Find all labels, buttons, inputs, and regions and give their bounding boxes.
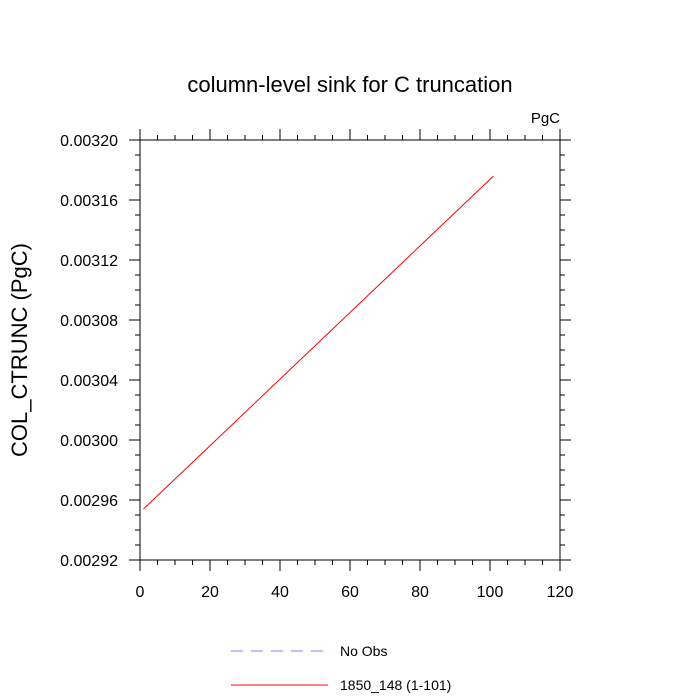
- y-tick-label: 0.00316: [60, 193, 118, 210]
- y-tick-label: 0.00296: [60, 493, 118, 510]
- legend: No Obs 1850_148 (1-101): [231, 643, 451, 693]
- y-tick-label: 0.00300: [60, 433, 118, 450]
- x-tick-label: 20: [201, 584, 219, 601]
- series-lines: [143, 175, 494, 510]
- y-tick-label: 0.00320: [60, 133, 118, 150]
- x-tick-label: 40: [271, 584, 289, 601]
- y-axis-label: COL_CTRUNC (PgC): [7, 243, 32, 457]
- x-tick-label: 120: [547, 584, 574, 601]
- units-label: PgC: [531, 110, 560, 127]
- x-tick-label: 100: [477, 584, 504, 601]
- x-tick-label: 0: [136, 584, 145, 601]
- y-tick-label: 0.00292: [60, 553, 118, 570]
- tick-labels: 0 20 40 60 80 100 120 0.00292 0.00296 0.00300 0.00…: [60, 133, 573, 601]
- legend-label: No Obs: [340, 643, 387, 659]
- chart-title: column-level sink for C truncation: [187, 72, 512, 97]
- axis-ticks: [129, 129, 571, 571]
- plot-frame: [139, 139, 561, 561]
- y-tick-label: 0.00308: [60, 313, 118, 330]
- legend-label: 1850_148 (1-101): [340, 677, 451, 693]
- x-tick-label: 80: [411, 584, 429, 601]
- y-tick-label: 0.00304: [60, 373, 118, 390]
- x-tick-label: 60: [341, 584, 359, 601]
- series-line: [143, 175, 494, 510]
- y-tick-label: 0.00312: [60, 253, 118, 270]
